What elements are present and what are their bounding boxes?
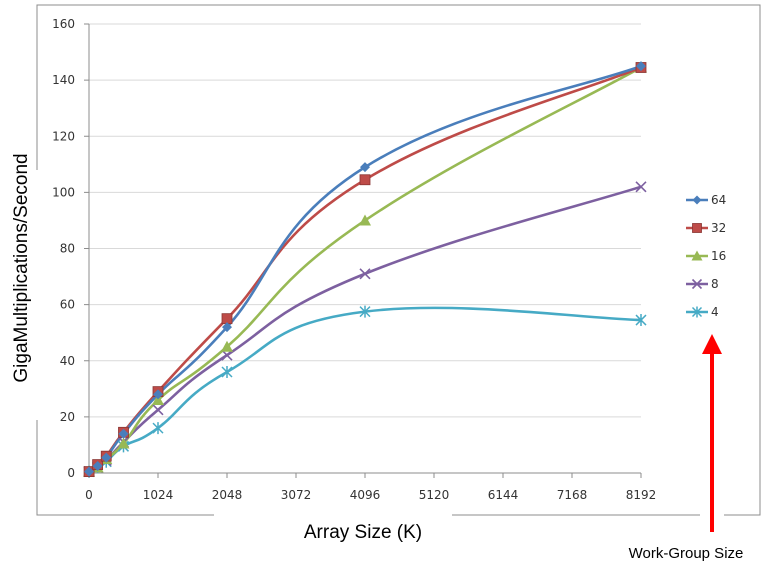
gridlines bbox=[89, 23, 641, 418]
legend-label: 16 bbox=[711, 249, 726, 263]
legend-label: 8 bbox=[711, 277, 719, 291]
marker-series-64 bbox=[222, 322, 232, 333]
marker-series-8 bbox=[359, 268, 371, 280]
border-gap-xtitle bbox=[214, 510, 452, 522]
x-tick-label: 5120 bbox=[419, 488, 450, 502]
marker-series-4 bbox=[359, 305, 371, 318]
annotation-label: Work-Group Size bbox=[629, 545, 744, 562]
axes bbox=[84, 23, 642, 478]
y-axis-title: GigaMultiplications/Second bbox=[11, 153, 32, 382]
legend-marker-4 bbox=[691, 306, 703, 318]
marker-series-64 bbox=[101, 452, 112, 463]
y-tick-label: 40 bbox=[60, 354, 75, 368]
series-markers bbox=[83, 61, 647, 478]
marker-series-64 bbox=[153, 389, 163, 400]
marker-series-16 bbox=[221, 340, 233, 352]
marker-series-4 bbox=[221, 365, 233, 378]
legend-marker-16 bbox=[691, 250, 703, 261]
x-tick-label: 1024 bbox=[143, 488, 174, 502]
marker-series-64 bbox=[84, 466, 95, 477]
legend-marker-8 bbox=[691, 278, 703, 290]
marker-series-64 bbox=[118, 428, 129, 439]
x-tick-label: 7168 bbox=[557, 488, 588, 502]
marker-series-4 bbox=[152, 422, 164, 435]
x-tick-label: 3072 bbox=[281, 488, 312, 502]
x-tick-label: 2048 bbox=[212, 488, 243, 502]
marker-series-32 bbox=[359, 174, 371, 186]
y-tick-label: 20 bbox=[60, 410, 75, 424]
x-tick-label: 6144 bbox=[488, 488, 519, 502]
y-tick-label: 80 bbox=[60, 242, 75, 256]
marker-series-8 bbox=[152, 404, 164, 416]
annotation-arrow-head bbox=[702, 334, 722, 354]
marker-series-8 bbox=[635, 181, 647, 193]
y-tick-label: 60 bbox=[60, 298, 75, 312]
marker-series-8 bbox=[221, 349, 233, 361]
marker-series-16 bbox=[152, 394, 164, 406]
legend-label: 64 bbox=[711, 193, 726, 207]
y-tick-label: 100 bbox=[52, 185, 75, 199]
x-tick-labels: 0 1024 2048 3072 4096 5120 6144 7168 8192 bbox=[85, 488, 656, 502]
y-tick-label: 140 bbox=[52, 73, 75, 87]
legend-label: 32 bbox=[711, 221, 726, 235]
y-tick-labels: 0 20 40 60 80 100 120 140 160 bbox=[52, 17, 75, 480]
y-tick-label: 120 bbox=[52, 129, 75, 143]
marker-series-4 bbox=[635, 314, 647, 327]
marker-series-64 bbox=[360, 162, 370, 173]
legend-label: 4 bbox=[711, 305, 719, 319]
border-gap-ytitle bbox=[30, 170, 44, 420]
x-tick-label: 4096 bbox=[350, 488, 381, 502]
y-tick-label: 160 bbox=[52, 17, 75, 31]
legend: 64 32 16 8 4 bbox=[686, 193, 726, 319]
marker-series-16 bbox=[117, 437, 130, 449]
y-tick-label: 0 bbox=[67, 466, 75, 480]
x-axis-title: Array Size (K) bbox=[304, 522, 422, 543]
x-tick-label: 0 bbox=[85, 488, 93, 502]
x-tick-label: 8192 bbox=[626, 488, 657, 502]
legend-marker-32 bbox=[692, 223, 702, 233]
marker-series-64 bbox=[92, 460, 103, 471]
legend-marker-64 bbox=[692, 195, 702, 205]
marker-series-16 bbox=[359, 214, 371, 226]
marker-series-64 bbox=[636, 61, 646, 72]
